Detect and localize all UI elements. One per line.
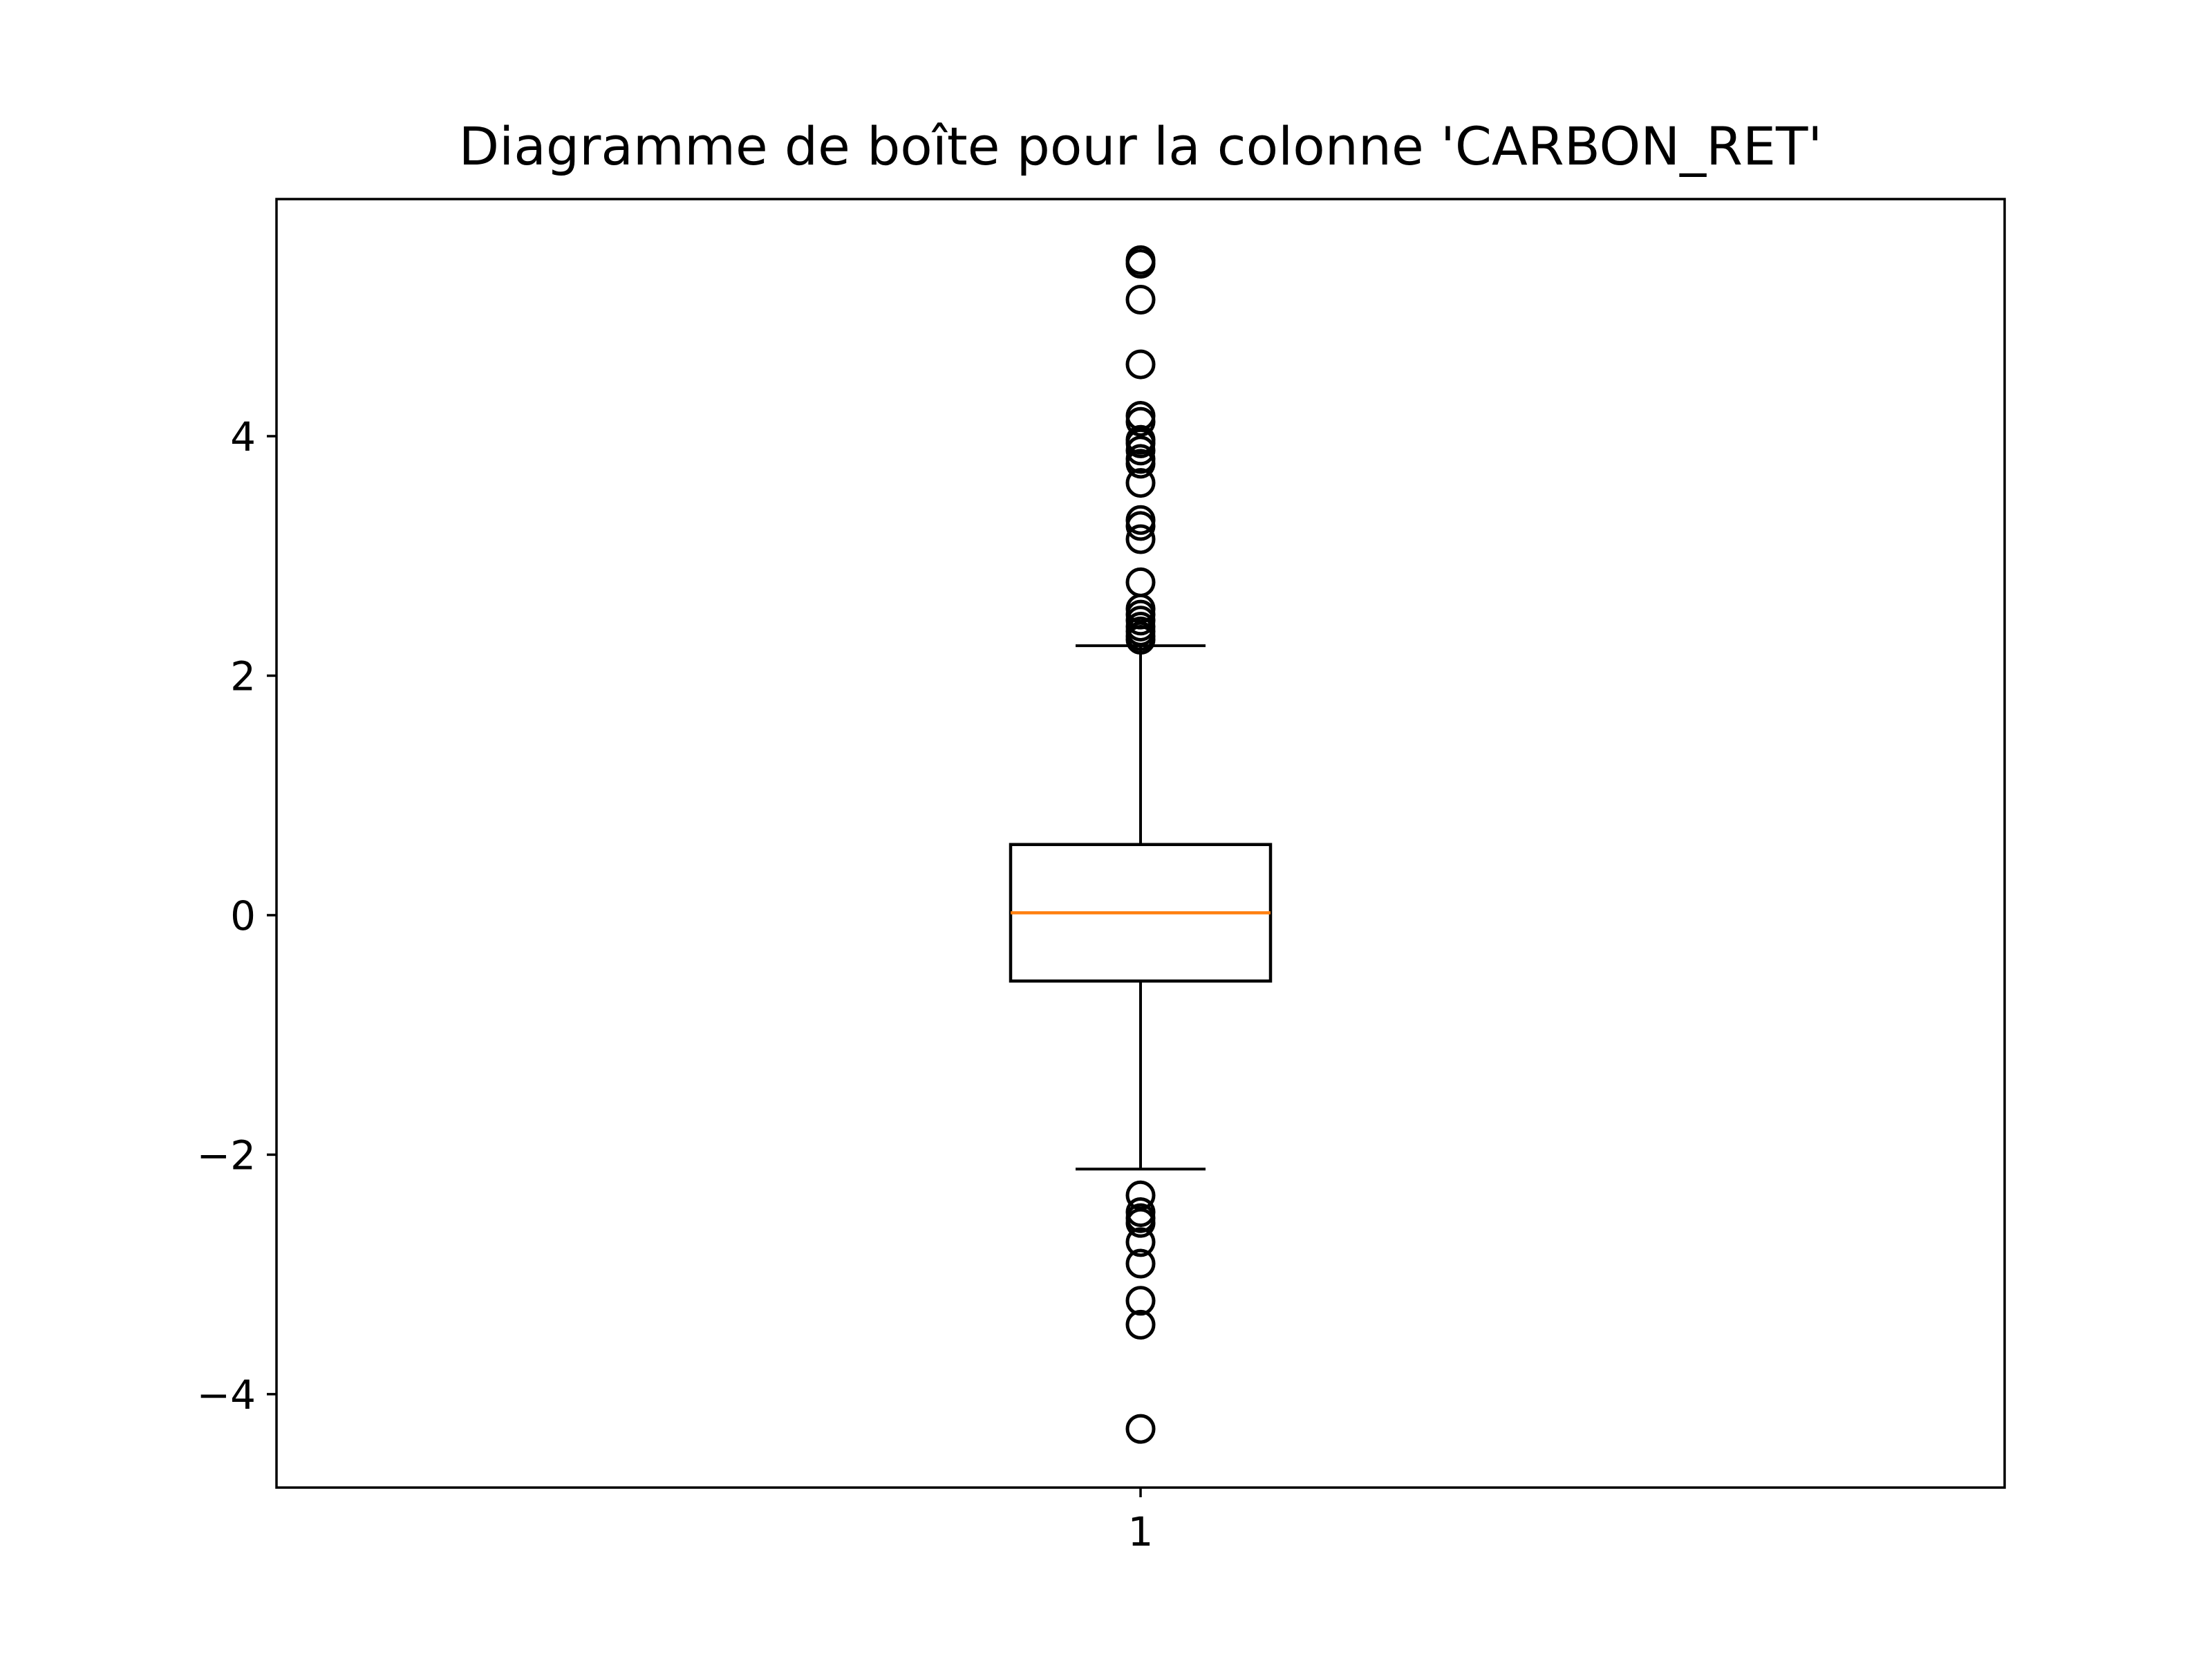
y-axis: −4 −2 0 2 4 (197, 413, 276, 1418)
outlier-point (1125, 511, 1156, 541)
outlier-point (1125, 524, 1156, 554)
outlier-point (1125, 1227, 1156, 1257)
y-tick-label: −2 (197, 1132, 256, 1179)
y-tick-label: 2 (230, 653, 256, 700)
outlier-point (1125, 468, 1156, 498)
outlier-point (1125, 625, 1156, 655)
y-tick-label: −4 (197, 1371, 256, 1418)
outlier-point (1125, 1286, 1156, 1316)
outlier-point (1125, 428, 1156, 458)
outlier-point (1125, 1309, 1156, 1340)
outlier-point (1125, 406, 1156, 437)
y-tick-label: 4 (230, 413, 256, 460)
y-tick-label: 0 (230, 892, 256, 939)
outlier-point (1125, 285, 1156, 315)
outlier-point (1125, 1414, 1156, 1444)
outlier-point (1125, 435, 1156, 466)
outlier-point (1125, 1208, 1156, 1238)
x-tick-label: 1 (1128, 1508, 1154, 1555)
outlier-point (1125, 449, 1156, 479)
chart-title: Diagramme de boîte pour la colonne 'CARB… (459, 115, 1823, 177)
outlier-point (1125, 349, 1156, 379)
outlier-point (1125, 249, 1156, 279)
x-axis: 1 (1128, 1488, 1154, 1555)
plot-area (1009, 245, 1273, 1444)
outlier-point (1125, 1248, 1156, 1279)
